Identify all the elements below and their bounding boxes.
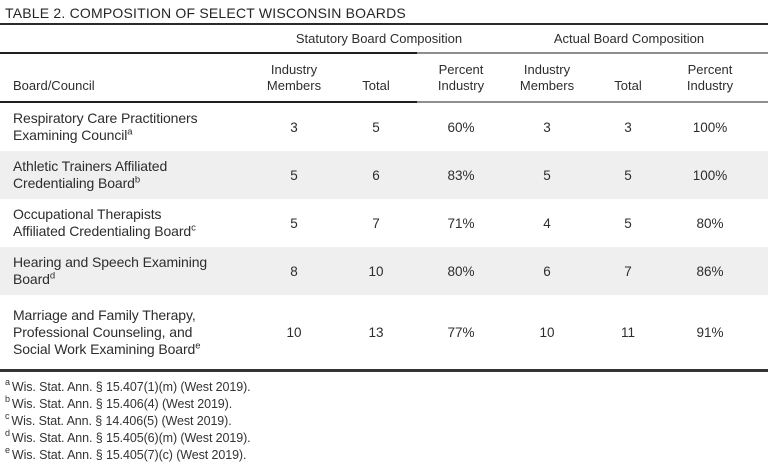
footnote-reference: c <box>191 222 196 234</box>
value-cell: 5 <box>543 167 551 183</box>
table-row: Hearing and Speech Examining Boardd 8 10 80… <box>0 247 768 295</box>
board-name: Hearing and Speech Examining Board <box>13 254 208 287</box>
footnote-marker: e <box>5 445 10 456</box>
footnote-reference: e <box>195 339 201 351</box>
footnote: e Wis. Stat. Ann. § 15.405(7)(c) (West 20… <box>5 445 768 464</box>
table-body: Respiratory Care Practitioners Examining… <box>0 103 768 369</box>
value-cell: 13 <box>368 324 384 340</box>
footnote-text: Wis. Stat. Ann. § 15.407(1)(m) (West 201… <box>11 379 251 394</box>
footnote: d Wis. Stat. Ann. § 15.405(6)(m) (West 20… <box>5 428 768 447</box>
board-name: Respiratory Care Practitioners Examining… <box>13 110 198 143</box>
value-cell: 3 <box>543 119 551 135</box>
value-cell: 77% <box>447 324 475 340</box>
footnote-marker: b <box>5 394 10 405</box>
footnote-text: Wis. Stat. Ann. § 15.406(4) (West 2019). <box>11 396 233 411</box>
value-cell: 6 <box>372 167 380 183</box>
table-row: Respiratory Care Practitioners Examining… <box>0 103 768 151</box>
footnote: c Wis. Stat. Ann. § 14.406(5) (West 2019)… <box>5 411 768 430</box>
column-header-actual-percent-industry: Percent Industry <box>686 62 734 93</box>
board-name-cell: Occupational Therapists Affiliated Crede… <box>0 206 252 240</box>
table-title: TABLE 2. COMPOSITION OF SELECT WISCONSIN… <box>5 5 406 21</box>
column-header-statutory-industry-members: Industry Members <box>266 62 322 93</box>
value-cell: 3 <box>624 119 632 135</box>
footnotes: a Wis. Stat. Ann. § 15.407(1)(m) (West 20… <box>0 372 768 464</box>
column-header-statutory-total: Total <box>362 78 390 93</box>
footnote-text: Wis. Stat. Ann. § 15.405(7)(c) (West 201… <box>11 447 247 462</box>
footnote-reference: a <box>127 126 133 138</box>
group-header-rule <box>0 52 768 54</box>
value-cell: 11 <box>620 324 635 340</box>
footnote: a Wis. Stat. Ann. § 15.407(1)(m) (West 20… <box>5 377 768 396</box>
value-cell: 60% <box>447 119 475 135</box>
value-cell: 8 <box>290 263 298 279</box>
footnote-marker: a <box>5 377 10 388</box>
footnote-reference: d <box>49 270 56 282</box>
title-rule <box>0 23 768 25</box>
table-row: Occupational Therapists Affiliated Crede… <box>0 199 768 247</box>
footnote-marker: d <box>5 428 10 439</box>
value-cell: 7 <box>372 215 380 231</box>
group-header-rule-gray <box>417 52 768 54</box>
column-header-row: Board/Council Industry Members Total Per… <box>0 54 768 101</box>
value-cell: 5 <box>624 215 632 231</box>
value-cell: 6 <box>543 263 551 279</box>
column-header-rule-gray <box>417 101 768 103</box>
value-cell: 4 <box>543 215 551 231</box>
board-name: Athletic Trainers Affiliated Credentiali… <box>13 158 168 191</box>
footnote-text: Wis. Stat. Ann. § 14.406(5) (West 2019). <box>11 413 232 428</box>
board-name-cell: Athletic Trainers Affiliated Credentiali… <box>0 158 252 192</box>
value-cell: 5 <box>290 215 298 231</box>
column-header-actual-total: Total <box>614 78 642 93</box>
value-cell: 7 <box>624 263 632 279</box>
value-cell: 5 <box>372 119 380 135</box>
group-header-statutory: Statutory Board Composition <box>295 31 463 46</box>
column-header-actual-industry-members: Industry Members <box>519 62 575 93</box>
footnote-marker: c <box>5 411 10 422</box>
value-cell: 83% <box>447 167 475 183</box>
column-header-rule-dark <box>0 101 417 103</box>
column-header-statutory-percent-industry: Percent Industry <box>437 62 485 93</box>
footnote-reference: b <box>134 174 141 186</box>
table-row: Athletic Trainers Affiliated Credentiali… <box>0 151 768 199</box>
value-cell: 91% <box>696 324 724 340</box>
value-cell: 10 <box>368 263 384 279</box>
footnote-text: Wis. Stat. Ann. § 15.405(6)(m) (West 201… <box>11 430 251 445</box>
table-row: Marriage and Family Therapy, Professiona… <box>0 295 768 369</box>
value-cell: 5 <box>290 167 298 183</box>
group-header-row: Statutory Board Composition Actual Board… <box>0 25 768 52</box>
value-cell: 86% <box>696 263 724 279</box>
table-bottom-rule <box>0 369 768 372</box>
value-cell: 80% <box>696 215 724 231</box>
value-cell: 5 <box>624 167 632 183</box>
value-cell: 80% <box>447 263 475 279</box>
value-cell: 100% <box>692 167 728 183</box>
value-cell: 3 <box>290 119 298 135</box>
board-name-cell: Hearing and Speech Examining Boardd <box>0 254 252 288</box>
column-header-rule <box>0 101 768 103</box>
board-name: Marriage and Family Therapy, Professiona… <box>13 306 196 357</box>
board-name-cell: Marriage and Family Therapy, Professiona… <box>0 307 252 358</box>
value-cell: 10 <box>539 324 555 340</box>
board-name: Occupational Therapists Affiliated Crede… <box>13 206 192 239</box>
footnote: b Wis. Stat. Ann. § 15.406(4) (West 2019)… <box>5 394 768 413</box>
value-cell: 71% <box>447 215 475 231</box>
column-header-board: Board/Council <box>13 78 95 93</box>
board-name-cell: Respiratory Care Practitioners Examining… <box>0 110 252 144</box>
group-header-actual: Actual Board Composition <box>553 31 705 46</box>
value-cell: 10 <box>286 324 302 340</box>
value-cell: 100% <box>692 119 728 135</box>
group-header-rule-dark <box>0 52 417 54</box>
